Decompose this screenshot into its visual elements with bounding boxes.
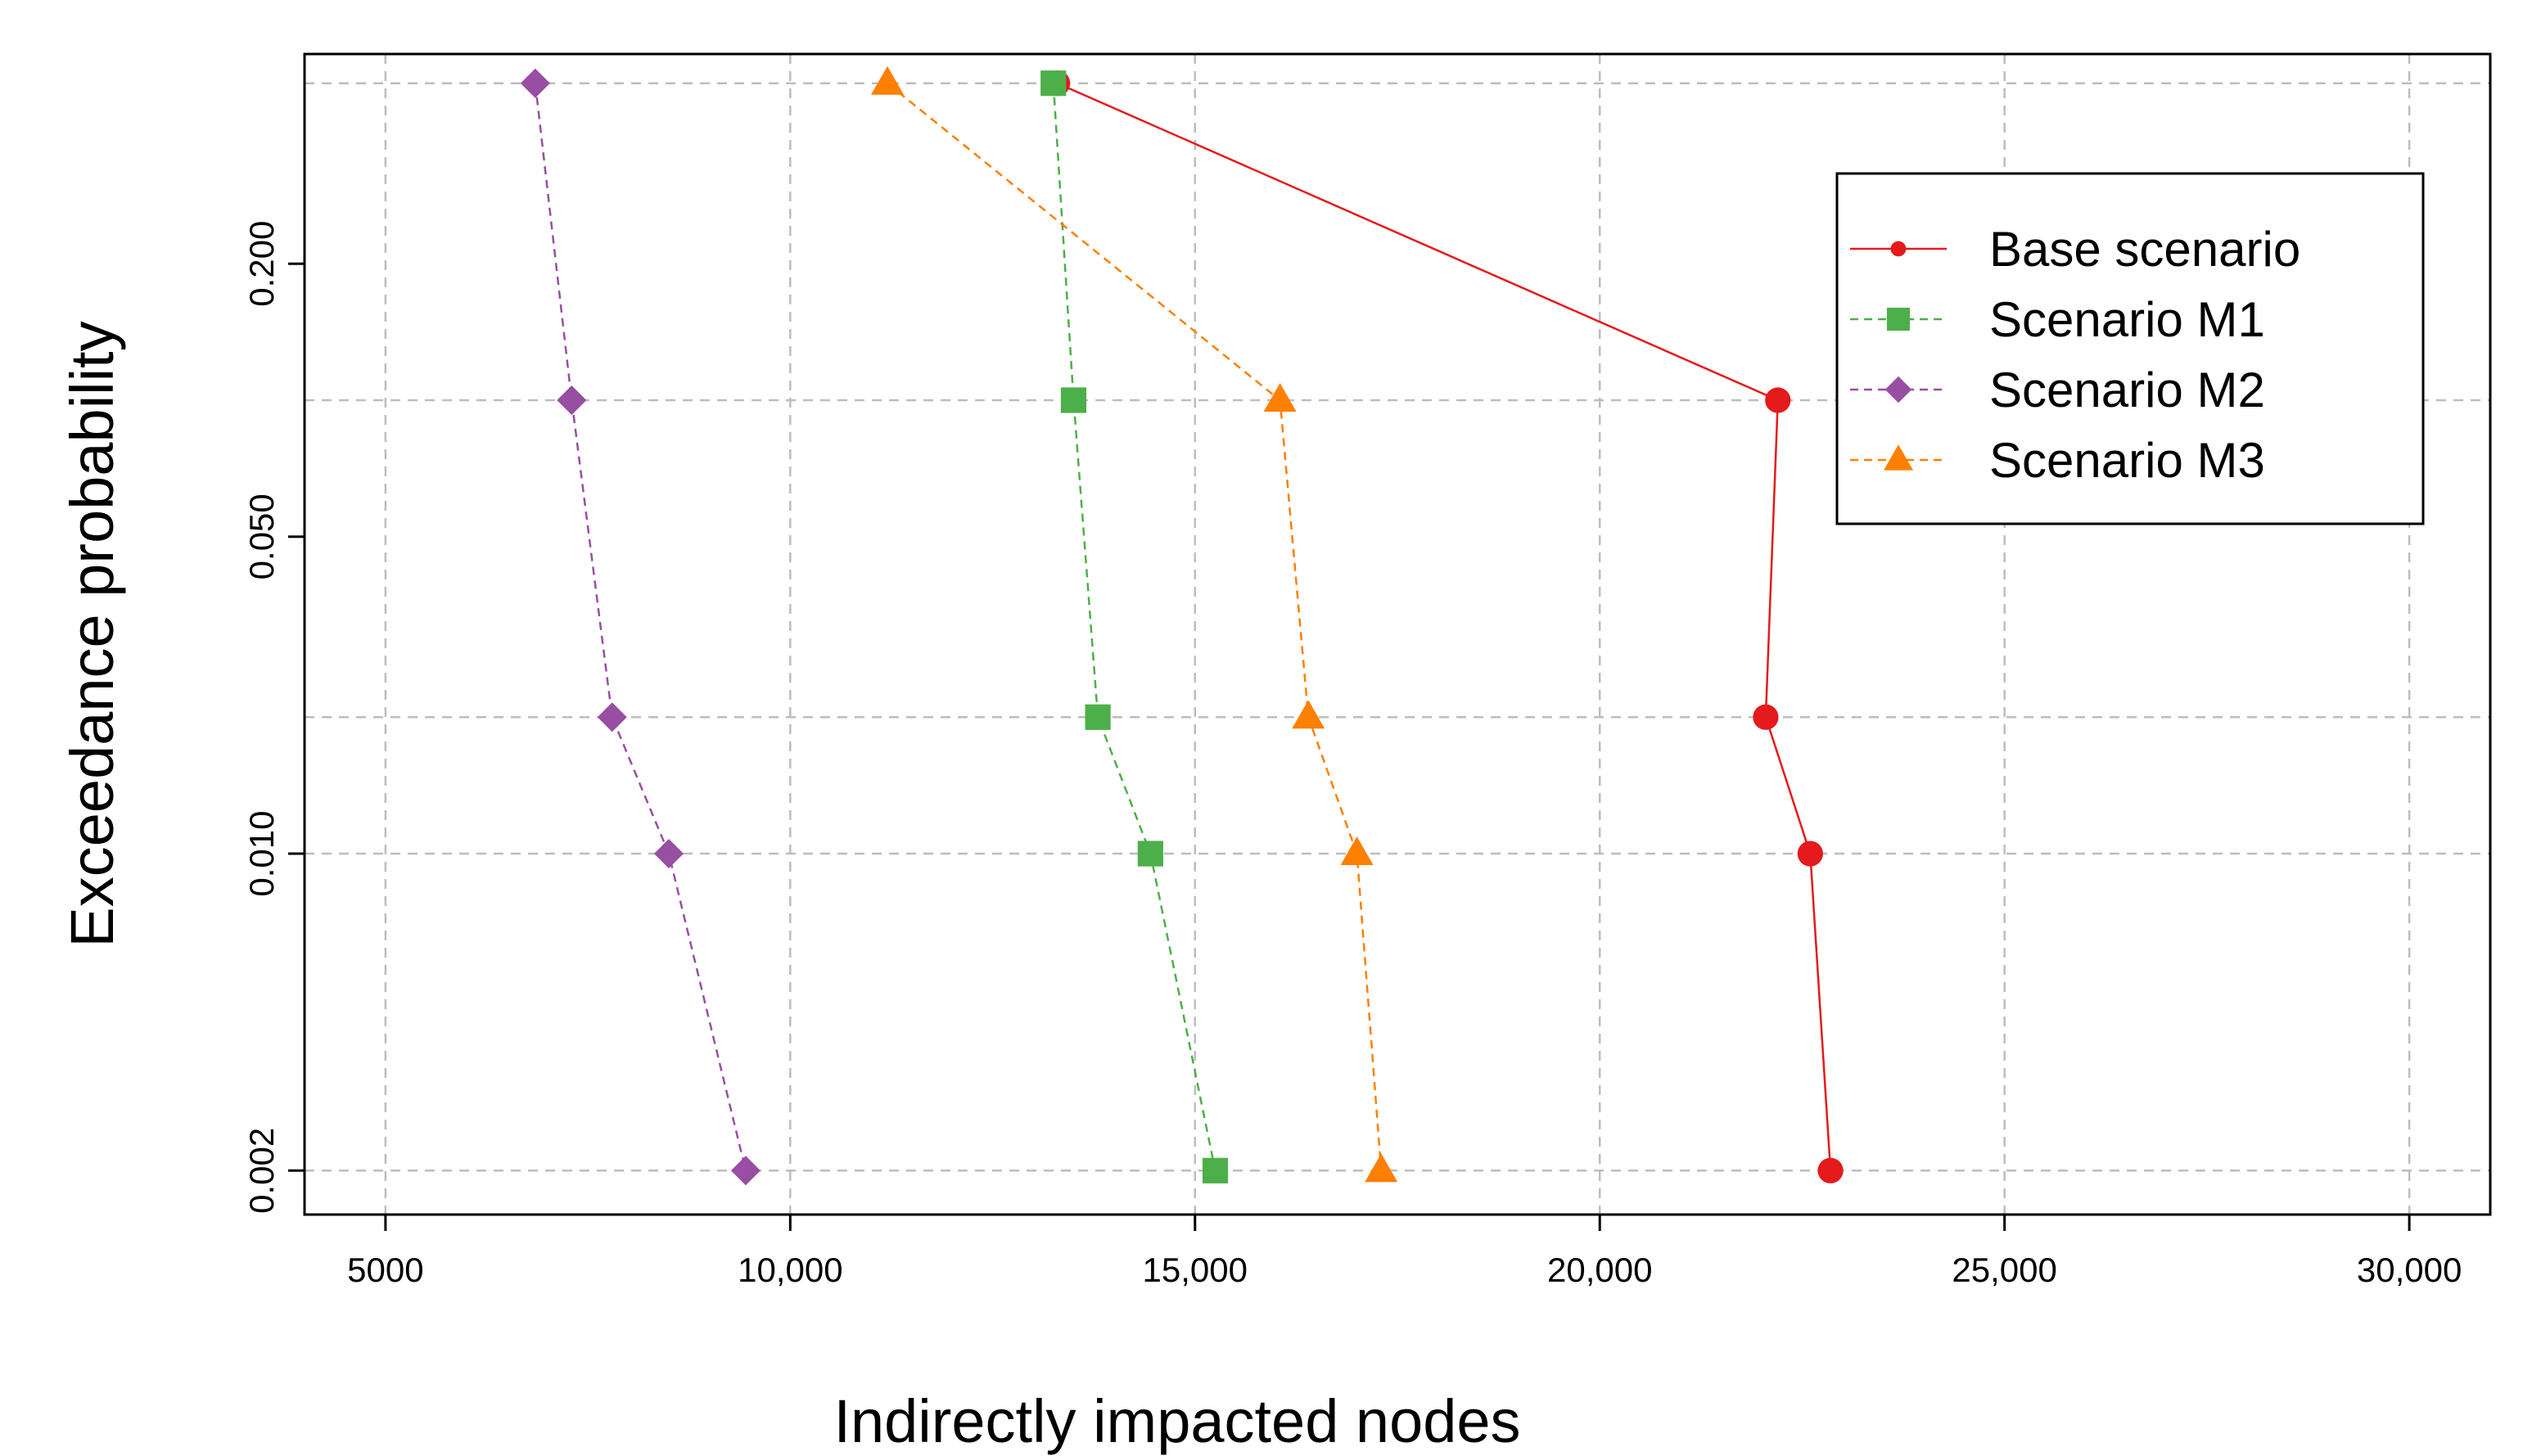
legend-item-scenario-m3: Scenario M3 [1850, 433, 2265, 488]
plot-frame [303, 52, 2492, 1216]
x-tick-label: 20,000 [1547, 1251, 1652, 1289]
series-line-scenario-m1 [1052, 83, 1216, 1171]
legend-label: Scenario M1 [1989, 292, 2265, 347]
data-point-scenario-m2 [654, 839, 684, 869]
data-point-scenario-m2 [597, 702, 627, 733]
x-axis-title: Indirectly impacted nodes [833, 1387, 1520, 1455]
data-point-scenario-m2 [520, 68, 550, 98]
data-point-scenario-m1 [1137, 841, 1163, 867]
x-tick-label: 30,000 [2357, 1251, 2462, 1289]
data-point-scenario-m3 [871, 65, 904, 95]
series-scenario-m2 [520, 68, 761, 1186]
data-point-scenario-m1 [1202, 1157, 1229, 1183]
data-point-scenario-m3 [1365, 1153, 1398, 1183]
x-tick-label: 5000 [347, 1251, 423, 1289]
data-point-scenario-m1 [1060, 387, 1087, 413]
data-point-scenario-m3 [1292, 700, 1325, 729]
data-point-scenario-m3 [1263, 382, 1297, 412]
legend-item-base-scenario: Base scenario [1850, 222, 2300, 277]
series-base-scenario [1045, 70, 1844, 1183]
legend-swatch-marker [1890, 241, 1907, 257]
x-axis: 5000 10,000 15,000 20,000 25,000 30,000 [347, 1215, 2462, 1289]
legend-box [1835, 172, 2425, 525]
y-tick-label: 0.050 [242, 494, 281, 579]
legend-label: Scenario M3 [1989, 433, 2265, 488]
data-point-scenario-m1 [1040, 70, 1067, 97]
legend-item-scenario-m1: Scenario M1 [1850, 292, 2265, 347]
legend-swatch-marker [1884, 376, 1912, 403]
legend-item-scenario-m2: Scenario M2 [1850, 363, 2265, 417]
y-axis: 0.200 0.050 0.010 0.002 [242, 221, 305, 1214]
legend-swatch-marker [1884, 444, 1913, 471]
legend-swatch-marker [1886, 307, 1911, 331]
y-tick-label: 0.010 [242, 810, 281, 896]
legend-label: Scenario M2 [1989, 363, 2265, 417]
data-point-scenario-m2 [557, 385, 587, 415]
series-scenario-m3 [871, 65, 1398, 1183]
series-scenario-m1 [1040, 70, 1229, 1183]
data-point-base-scenario [1765, 387, 1791, 413]
data-point-scenario-m2 [730, 1156, 761, 1186]
data-point-base-scenario [1817, 1157, 1844, 1183]
legend-label: Base scenario [1989, 222, 2300, 277]
y-tick-label: 0.200 [242, 221, 281, 307]
series-line-scenario-m2 [534, 83, 747, 1171]
y-tick-label: 0.002 [242, 1128, 281, 1214]
x-tick-label: 10,000 [738, 1251, 842, 1289]
series-line-base-scenario [1057, 82, 1832, 1171]
legend: Base scenario Scenario M1 Scenario M2 Scena… [1835, 172, 2425, 525]
x-tick-label: 25,000 [1952, 1251, 2056, 1289]
data-point-scenario-m1 [1085, 704, 1111, 730]
data-point-scenario-m3 [1340, 836, 1374, 866]
x-tick-label: 15,000 [1143, 1251, 1248, 1289]
data-point-base-scenario [1797, 841, 1823, 867]
data-point-base-scenario [1753, 704, 1779, 730]
plot-series [520, 65, 1844, 1186]
series-line-scenario-m3 [887, 82, 1383, 1171]
y-axis-title: Exceedance probability [58, 321, 126, 947]
